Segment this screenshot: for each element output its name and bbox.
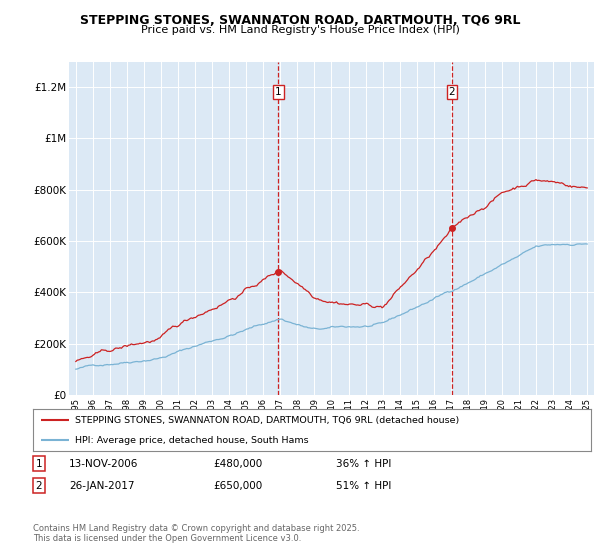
Text: STEPPING STONES, SWANNATON ROAD, DARTMOUTH, TQ6 9RL (detached house): STEPPING STONES, SWANNATON ROAD, DARTMOU… — [75, 416, 459, 424]
Text: Price paid vs. HM Land Registry's House Price Index (HPI): Price paid vs. HM Land Registry's House … — [140, 25, 460, 35]
Text: 51% ↑ HPI: 51% ↑ HPI — [336, 480, 391, 491]
Text: 2: 2 — [35, 480, 43, 491]
Text: Contains HM Land Registry data © Crown copyright and database right 2025.
This d: Contains HM Land Registry data © Crown c… — [33, 524, 359, 543]
Text: 1: 1 — [35, 459, 43, 469]
Text: £480,000: £480,000 — [213, 459, 262, 469]
Text: HPI: Average price, detached house, South Hams: HPI: Average price, detached house, Sout… — [75, 436, 308, 445]
Text: 26-JAN-2017: 26-JAN-2017 — [69, 480, 134, 491]
Text: STEPPING STONES, SWANNATON ROAD, DARTMOUTH, TQ6 9RL: STEPPING STONES, SWANNATON ROAD, DARTMOU… — [80, 14, 520, 27]
Text: 36% ↑ HPI: 36% ↑ HPI — [336, 459, 391, 469]
Text: £650,000: £650,000 — [213, 480, 262, 491]
Text: 1: 1 — [275, 87, 281, 97]
Text: 13-NOV-2006: 13-NOV-2006 — [69, 459, 139, 469]
Text: 2: 2 — [449, 87, 455, 97]
